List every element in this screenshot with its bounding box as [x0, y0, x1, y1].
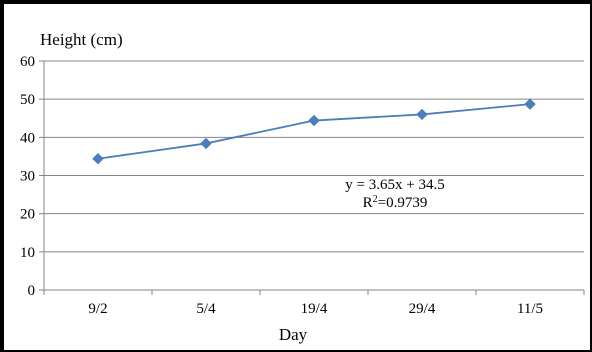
data-point-9-2 [92, 152, 104, 165]
y-tick-label-50: 50 [20, 92, 35, 108]
series [92, 98, 536, 165]
r-squared-value: =0.9739 [378, 195, 428, 211]
data-point-19-4 [308, 114, 320, 127]
x-tick-labels: 9/2 5/4 19/4 29/4 11/5 [88, 301, 543, 317]
x-tick-label-1: 5/4 [196, 301, 216, 317]
y-tick-label-30: 30 [20, 169, 35, 185]
axes [39, 60, 585, 295]
y-axis-label: Height (cm) [40, 30, 123, 49]
y-tick-label-40: 40 [20, 130, 35, 146]
y-tick-label-0: 0 [28, 283, 36, 299]
trendline-equation: y = 3.65x + 34.5 [345, 177, 444, 193]
x-tick-label-0: 9/2 [88, 301, 107, 317]
x-tick-label-4: 11/5 [517, 301, 543, 317]
data-point-11-5 [524, 98, 536, 110]
y-tick-label-10: 10 [20, 245, 35, 261]
series-line-0 [97, 103, 531, 160]
y-tick-label-20: 20 [20, 207, 35, 223]
x-axis-label: Day [279, 325, 308, 344]
gridlines [44, 60, 584, 253]
data-point-5-4 [200, 137, 212, 150]
r-squared-superscript: 2 [373, 194, 378, 205]
r-squared-prefix: R [363, 195, 373, 211]
r-squared-annotation: R2=0.9739 [363, 194, 428, 212]
y-tick-label-60: 60 [20, 54, 35, 70]
x-tick-label-3: 29/4 [409, 301, 436, 317]
data-point-29-4 [416, 108, 428, 121]
x-tick-label-2: 19/4 [301, 301, 328, 317]
y-tick-labels: 0 10 20 30 40 50 60 [20, 54, 35, 299]
